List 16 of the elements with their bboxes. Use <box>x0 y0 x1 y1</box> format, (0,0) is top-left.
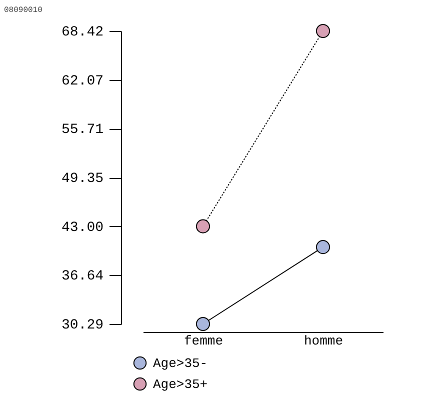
legend-label: Age>35- <box>153 356 208 371</box>
y-tick-label: 68.42 <box>61 24 104 40</box>
legend-label: Age>35+ <box>153 377 208 392</box>
point <box>316 24 330 38</box>
x-tick-label: femme <box>184 334 224 348</box>
y-tick-label: 43.00 <box>61 220 104 236</box>
point <box>196 316 210 332</box>
y-tick-label: 30.29 <box>61 318 104 334</box>
text: 08090010 <box>4 6 42 15</box>
point <box>196 219 210 234</box>
y-tick-label: 62.07 <box>61 73 104 90</box>
point <box>316 240 330 254</box>
y-tick-label: 36.64 <box>61 268 104 285</box>
y-tick-label: 49.35 <box>61 171 104 187</box>
x-tick-label: homme <box>304 334 344 348</box>
y-tick-label: 55.71 <box>61 122 104 138</box>
